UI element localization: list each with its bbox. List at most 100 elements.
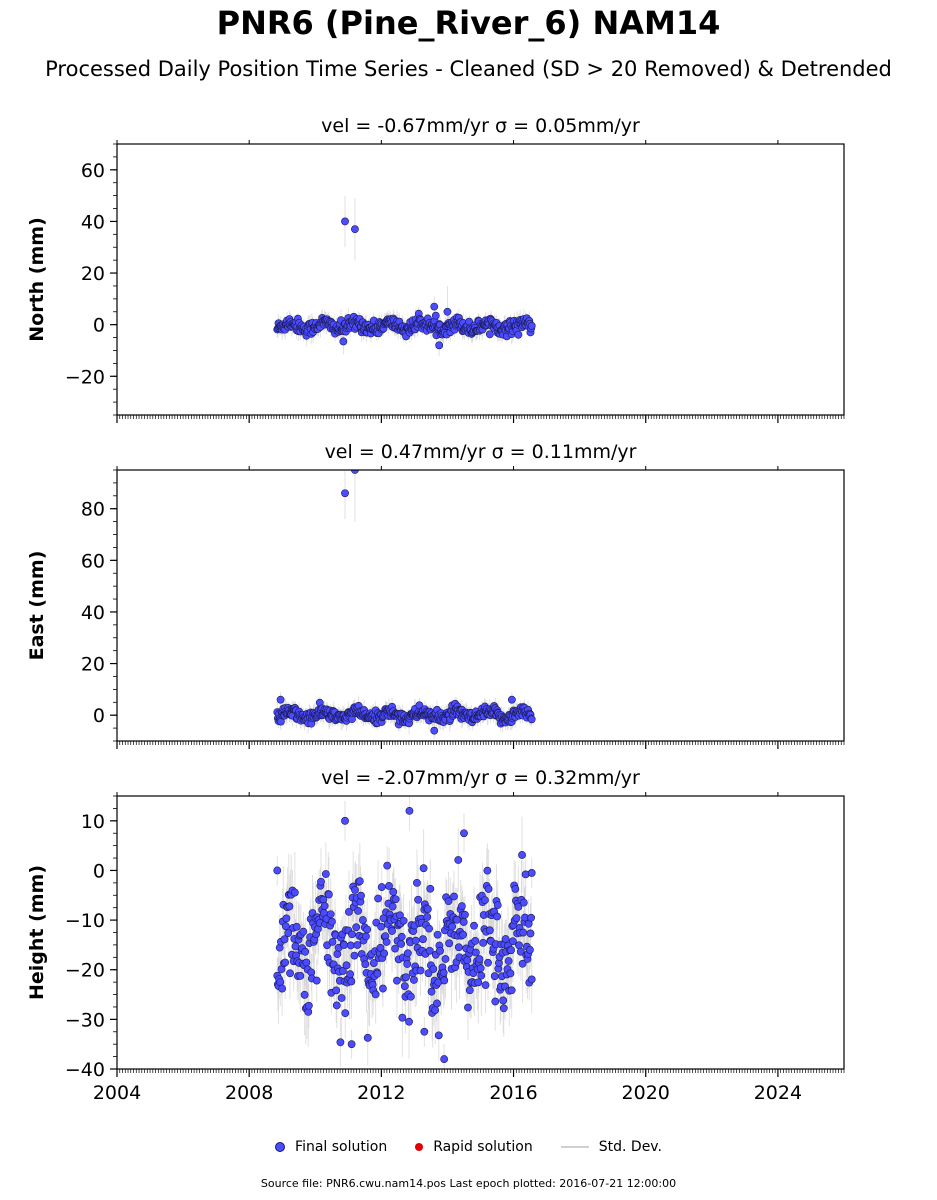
data-point <box>340 941 348 949</box>
data-point <box>292 922 301 931</box>
data-point <box>475 955 484 964</box>
axes-frame <box>116 143 845 416</box>
data-point <box>403 949 412 958</box>
data-point <box>320 902 329 910</box>
data-point <box>490 972 499 981</box>
data-point <box>396 911 404 920</box>
data-point <box>440 1055 449 1063</box>
legend-item-final: Final solution <box>275 1139 387 1155</box>
data-point <box>342 961 351 970</box>
data-point <box>448 922 457 931</box>
data-point <box>515 941 523 950</box>
legend-item-rapid: Rapid solution <box>415 1139 533 1155</box>
page-title: PNR6 (Pine_River_6) NAM14 <box>216 4 721 42</box>
y-axis-label: North (mm) <box>26 217 48 342</box>
data-point <box>312 976 321 985</box>
data-point <box>465 986 474 995</box>
panel-3: vel = -2.07mm/yr σ = 0.32mm/yr Height (mm… <box>26 767 845 1104</box>
data-point <box>351 886 359 894</box>
data-point <box>388 902 397 911</box>
data-point <box>389 887 398 896</box>
y-tick-label: 20 <box>81 263 105 285</box>
y-tick-label: 60 <box>81 160 105 182</box>
data-point <box>414 895 423 904</box>
data-point <box>514 902 523 911</box>
data-point <box>425 924 433 933</box>
data-point <box>341 816 349 825</box>
data-point <box>427 987 436 996</box>
data-point <box>435 341 444 350</box>
data-point <box>454 943 463 952</box>
data-point <box>481 896 489 904</box>
data-point <box>290 888 299 897</box>
data-point <box>341 217 349 226</box>
data-point <box>276 978 285 986</box>
data-point <box>457 902 466 911</box>
legend-item-std: Std. Dev. <box>560 1139 662 1155</box>
data-point <box>402 973 410 982</box>
data-point <box>399 916 408 925</box>
data-point <box>463 956 472 965</box>
data-point <box>430 302 439 311</box>
data-point <box>423 905 432 914</box>
data-point <box>397 939 406 948</box>
y-tick-label: 0 <box>93 860 105 882</box>
data-point <box>420 1027 429 1036</box>
data-point <box>444 897 453 906</box>
data-point <box>499 996 508 1005</box>
data-point <box>507 946 515 955</box>
data-point <box>476 964 485 973</box>
data-point <box>333 950 342 958</box>
data-point <box>431 311 440 320</box>
data-point <box>464 1003 472 1012</box>
data-point <box>433 930 442 939</box>
data-point <box>338 967 347 975</box>
data-point <box>441 955 450 963</box>
axes-frame <box>116 795 845 1070</box>
data-point <box>430 726 439 735</box>
data-point <box>477 971 486 980</box>
data-series <box>273 195 536 356</box>
data-point <box>382 938 391 946</box>
data-point <box>332 1001 341 1010</box>
data-point <box>413 878 421 887</box>
data-point <box>506 969 515 978</box>
data-point <box>419 864 428 873</box>
data-point <box>527 913 536 922</box>
data-point <box>426 884 435 893</box>
data-point <box>328 917 336 926</box>
x-tick-label: 2004 <box>93 1082 141 1104</box>
data-point <box>300 990 309 999</box>
data-point <box>525 945 534 954</box>
data-point <box>328 937 337 946</box>
data-point <box>445 939 454 948</box>
data-point <box>424 969 433 978</box>
y-tick-label: 40 <box>81 211 105 233</box>
data-point <box>347 977 356 986</box>
y-tick-label: 40 <box>81 602 105 624</box>
data-point <box>405 1017 413 1026</box>
data-point <box>499 1004 508 1013</box>
data-point <box>353 941 362 949</box>
data-point <box>410 976 418 984</box>
source-footer: Source file: PNR6.cwu.nam14.pos Last epo… <box>260 1177 677 1190</box>
y-axis-label: Height (mm) <box>26 865 48 1000</box>
data-point <box>479 939 488 947</box>
legend-label-rapid: Rapid solution <box>433 1139 533 1155</box>
y-tick-label: 0 <box>93 315 105 337</box>
data-point <box>436 946 444 955</box>
data-point <box>383 861 392 870</box>
data-point <box>527 715 536 724</box>
panel-title: vel = 0.47mm/yr σ = 0.11mm/yr <box>325 441 637 463</box>
data-point <box>369 959 378 967</box>
data-point <box>391 944 399 953</box>
data-point <box>419 935 427 944</box>
y-tick-label: 10 <box>81 811 105 833</box>
page-subtitle: Processed Daily Position Time Series - C… <box>45 57 892 81</box>
data-point <box>397 932 406 941</box>
y-tick-label: 20 <box>81 654 105 676</box>
data-point <box>433 999 441 1008</box>
data-point <box>326 910 335 919</box>
rapid-marker-icon <box>415 1143 424 1151</box>
